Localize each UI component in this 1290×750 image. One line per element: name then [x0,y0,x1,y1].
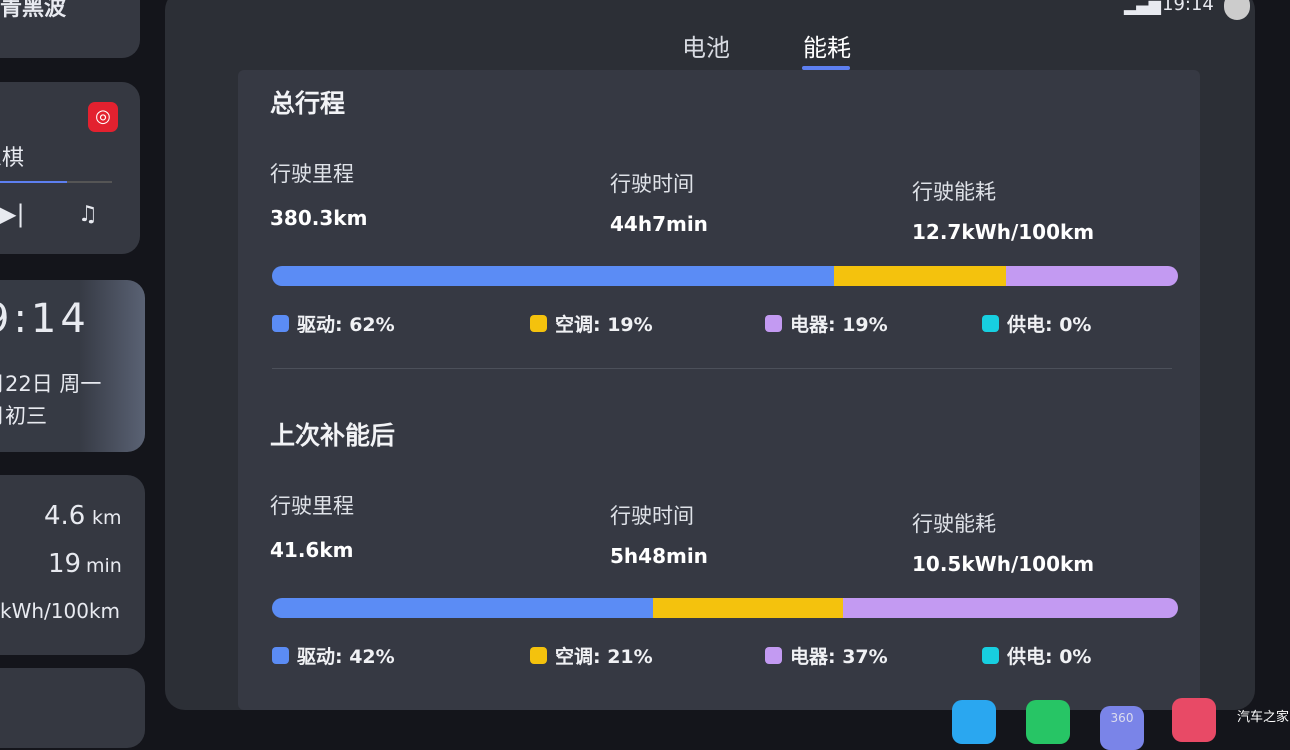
time-value: 44h7min [610,212,708,236]
consumption-value: 10.5kWh/100km [912,552,1095,576]
bar-segment-drive [272,598,653,618]
active-tab-indicator [802,66,850,70]
legend-label: 空调: 21% [555,646,653,668]
shopping-bag-icon[interactable] [1172,698,1216,742]
legend-ac: 空调: 19% [530,310,653,337]
legend-label: 驱动: 62% [297,314,395,336]
legend-swatch [982,647,999,664]
bar-segment-drive [272,266,834,286]
legend-swatch [765,647,782,664]
trip-card[interactable]: 4.6 km 19 min kWh/100km [0,475,145,655]
bar-segment-appliance [1005,266,1178,286]
legend-power_supply: 供电: 0% [982,310,1091,337]
distance-label: 行驶里程 [270,162,354,186]
consumption-label: 行驶能耗 [912,180,996,204]
app-blue-icon[interactable] [952,700,996,744]
time-label: 行驶时间 [610,172,694,196]
legend-label: 电器: 37% [790,646,888,668]
lyrics-icon[interactable]: ♫ [78,202,98,227]
trip-consumption-unit: kWh/100km [0,599,121,623]
tab-battery[interactable]: 电池 [682,34,730,62]
music-card[interactable]: ◎ 象棋 ▶| ♫ [0,82,140,254]
now-playing-text: 青黑波 [0,0,67,21]
energy-breakdown-bar [272,266,1178,286]
legend-label: 电器: 19% [790,314,888,336]
time-value: 5h48min [610,544,708,568]
legend-appliance: 电器: 19% [765,310,888,337]
music-progress[interactable] [0,181,112,183]
now-playing-card[interactable]: 青黑波 [0,0,140,58]
bar-segment-ac [652,598,843,618]
energy-breakdown-bar [272,598,1178,618]
signal-icon: ▂▄▆ [1124,0,1161,15]
date: 月22日 周一 [0,372,102,396]
legend-swatch [272,647,289,664]
trip-distance-unit: km [92,507,122,529]
avatar[interactable] [1224,0,1250,20]
song-title: 象棋 [0,146,25,171]
section-title: 总行程 [270,89,346,118]
section-title: 上次补能后 [270,421,396,450]
legend-label: 空调: 19% [555,314,653,336]
legend-swatch [530,315,547,332]
trip-time-unit: min [86,555,122,577]
legend-swatch [982,315,999,332]
consumption-value: 12.7kWh/100km [912,220,1095,244]
legend-swatch [272,315,289,332]
lunar-date: 月初三 [0,404,47,428]
tab-energy[interactable]: 能耗 [803,34,851,62]
bar-segment-ac [833,266,1006,286]
clock: 9:14 [0,296,90,342]
divider [272,368,1172,369]
distance-value: 380.3km [270,206,368,230]
netease-music-icon[interactable]: ◎ [88,102,118,132]
legend-label: 供电: 0% [1007,646,1092,668]
legend-swatch [530,647,547,664]
clock-card: 9:14 月22日 周一 月初三 [0,280,145,452]
distance-label: 行驶里程 [270,494,354,518]
legend-ac: 空调: 21% [530,642,653,669]
bar-segment-appliance [842,598,1178,618]
trip-distance: 4.6 [44,501,86,531]
next-track-icon[interactable]: ▶| [0,200,25,228]
legend-swatch [765,315,782,332]
sidebar-card[interactable] [0,668,145,748]
legend-power_supply: 供电: 0% [982,642,1091,669]
distance-value: 41.6km [270,538,354,562]
legend-drive: 驱动: 42% [272,642,395,669]
legend-appliance: 电器: 37% [765,642,888,669]
watermark: 汽车之家 [1237,710,1290,725]
360-camera-icon[interactable]: 360 [1100,706,1144,750]
app-green-icon[interactable] [1026,700,1070,744]
legend-drive: 驱动: 62% [272,310,395,337]
legend-label: 供电: 0% [1007,314,1092,336]
trip-time: 19 [48,549,82,579]
status-time: 19:14 [1162,0,1214,15]
consumption-label: 行驶能耗 [912,512,996,536]
legend-label: 驱动: 42% [297,646,395,668]
time-label: 行驶时间 [610,504,694,528]
